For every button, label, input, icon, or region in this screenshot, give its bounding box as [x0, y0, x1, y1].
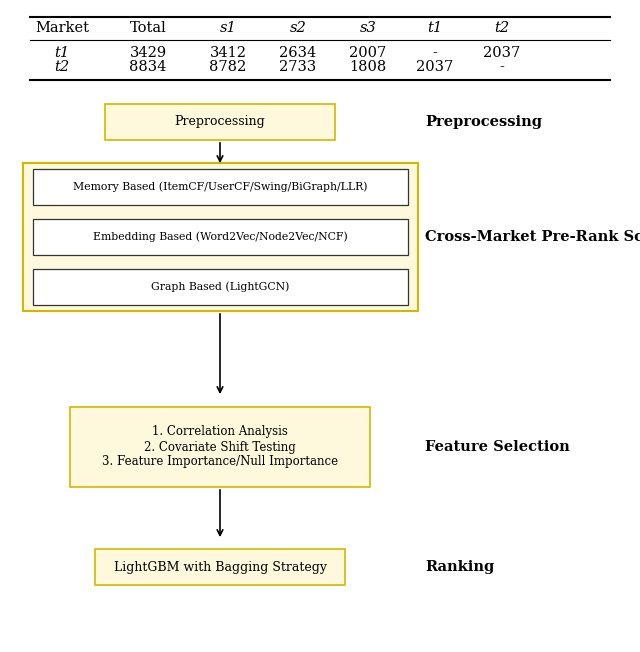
Text: -: - — [433, 46, 437, 61]
Text: -: - — [500, 60, 504, 74]
Text: s3: s3 — [360, 22, 376, 35]
Text: 2037: 2037 — [483, 46, 520, 61]
Bar — [95, 549, 345, 585]
Text: 2634: 2634 — [280, 46, 317, 61]
Text: s1: s1 — [220, 22, 236, 35]
Bar — [33, 269, 408, 305]
Text: Ranking: Ranking — [425, 560, 494, 574]
Text: t2: t2 — [54, 60, 70, 74]
Text: 3429: 3429 — [129, 46, 166, 61]
Text: Market: Market — [35, 22, 89, 35]
Text: 1. Correlation Analysis
2. Covariate Shift Testing
3. Feature Importance/Null Im: 1. Correlation Analysis 2. Covariate Shi… — [102, 426, 338, 469]
Text: 1808: 1808 — [349, 60, 387, 74]
Text: t1: t1 — [428, 22, 443, 35]
Text: Embedding Based (Word2Vec/Node2Vec/NCF): Embedding Based (Word2Vec/Node2Vec/NCF) — [93, 231, 348, 243]
Bar — [70, 407, 370, 487]
Text: 8834: 8834 — [129, 60, 166, 74]
Bar — [105, 104, 335, 140]
Text: 2037: 2037 — [417, 60, 454, 74]
Text: s2: s2 — [290, 22, 307, 35]
Bar — [33, 219, 408, 255]
Text: Total: Total — [130, 22, 166, 35]
Text: Preprocessing: Preprocessing — [425, 115, 542, 129]
Text: Graph Based (LightGCN): Graph Based (LightGCN) — [151, 282, 289, 292]
Text: Cross-Market Pre-Rank Scoring: Cross-Market Pre-Rank Scoring — [425, 230, 640, 244]
Text: 2007: 2007 — [349, 46, 387, 61]
Text: 3412: 3412 — [209, 46, 246, 61]
Text: 8782: 8782 — [209, 60, 246, 74]
Text: t2: t2 — [495, 22, 509, 35]
Text: LightGBM with Bagging Strategy: LightGBM with Bagging Strategy — [113, 561, 326, 574]
Bar — [22, 163, 417, 311]
Text: Memory Based (ItemCF/UserCF/Swing/BiGraph/LLR): Memory Based (ItemCF/UserCF/Swing/BiGrap… — [73, 182, 367, 192]
Text: Preprocessing: Preprocessing — [175, 115, 266, 128]
Text: 2733: 2733 — [280, 60, 317, 74]
Bar — [33, 169, 408, 205]
Text: t1: t1 — [54, 46, 70, 61]
Text: Feature Selection: Feature Selection — [425, 440, 570, 454]
